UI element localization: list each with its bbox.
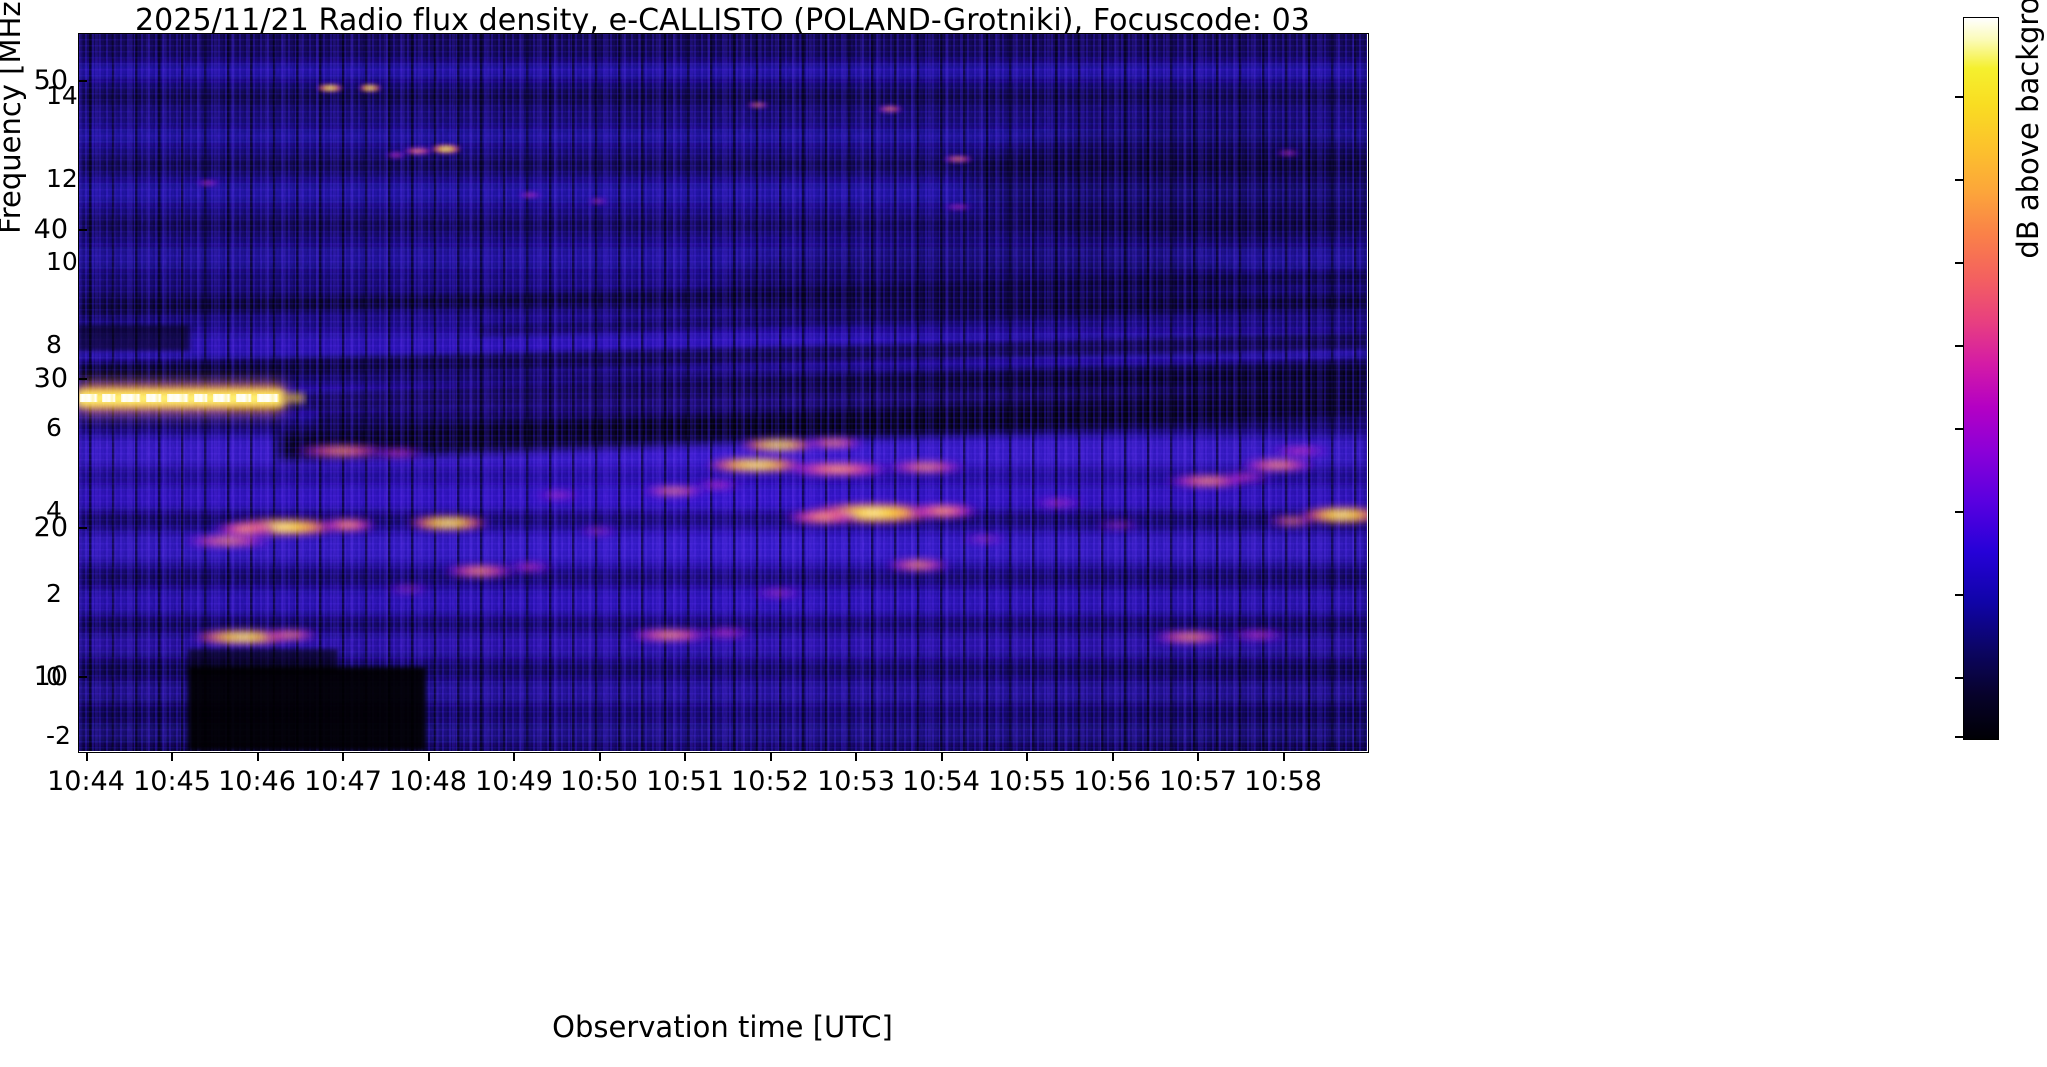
x-tick-label-1046: 10:46	[218, 766, 296, 797]
colorbar-label-2: 2	[46, 579, 62, 608]
x-tick-label-1056: 10:56	[1073, 766, 1151, 797]
colorbar-tick-10	[1955, 262, 1964, 264]
colorbar-label-4: 4	[46, 496, 62, 525]
x-tick-1053	[855, 752, 857, 761]
x-tick-label-1044: 10:44	[47, 766, 125, 797]
y-tick-30	[78, 378, 87, 380]
x-tick-label-1051: 10:51	[646, 766, 724, 797]
y-tick-50	[78, 80, 87, 82]
x-tick-1054	[941, 752, 943, 761]
y-tick-10	[78, 676, 87, 678]
x-tick-label-1047: 10:47	[304, 766, 382, 797]
x-tick-label-1057: 10:57	[1159, 766, 1237, 797]
y-tick-label-30: 30	[33, 363, 68, 394]
x-axis-label: Observation time [UTC]	[552, 1010, 893, 1044]
y-tick-label-10: 10	[33, 661, 68, 692]
colorbar[interactable]	[1955, 17, 1999, 740]
x-tick-label-1045: 10:45	[133, 766, 211, 797]
colorbar-tick-0	[1955, 677, 1964, 679]
x-tick-label-1052: 10:52	[731, 766, 809, 797]
colorbar-label-neg2: -2	[46, 721, 71, 750]
colorbar-tick-14	[1955, 96, 1964, 98]
x-tick-1046	[257, 752, 259, 761]
colorbar-tick-6	[1955, 428, 1964, 430]
x-tick-label-1054: 10:54	[902, 766, 980, 797]
x-tick-label-1049: 10:49	[475, 766, 553, 797]
x-tick-label-1048: 10:48	[389, 766, 467, 797]
x-tick-1052	[770, 752, 772, 761]
x-tick-1057	[1197, 752, 1199, 761]
y-tick-20	[78, 527, 87, 529]
colorbar-label-0: 0	[46, 662, 62, 691]
x-tick-label-1050: 10:50	[560, 766, 638, 797]
x-tick-label-1058: 10:58	[1244, 766, 1322, 797]
x-tick-1047	[342, 752, 344, 761]
y-axis-label: Frequency [MHz]	[0, 0, 27, 234]
x-tick-1050	[599, 752, 601, 761]
x-tick-1048	[428, 752, 430, 761]
y-tick-label-50: 50	[33, 65, 68, 96]
x-tick-label-1053: 10:53	[817, 766, 895, 797]
colorbar-label-14: 14	[46, 81, 78, 110]
colorbar-tick-8	[1955, 345, 1964, 347]
colorbar-tick-12	[1955, 179, 1964, 181]
x-tick-1044	[86, 752, 88, 761]
colorbar-label-10: 10	[46, 247, 78, 276]
colorbar-tick-neg2	[1955, 736, 1964, 738]
colorbar-label-6: 6	[46, 413, 62, 442]
x-tick-1045	[171, 752, 173, 761]
x-tick-1058	[1283, 752, 1285, 761]
x-tick-1051	[684, 752, 686, 761]
page-title: 2025/11/21 Radio flux density, e-CALLIST…	[134, 3, 1310, 38]
colorbar-tick-4	[1955, 511, 1964, 513]
x-tick-1055	[1026, 752, 1028, 761]
colorbar-label-8: 8	[46, 330, 62, 359]
x-tick-label-1055: 10:55	[988, 766, 1066, 797]
spectrogram-noise-layer	[78, 33, 1367, 751]
colorbar-axis-label: dB above background	[2011, 0, 2045, 259]
y-tick-label-40: 40	[33, 214, 68, 245]
colorbar-tick-2	[1955, 594, 1964, 596]
colorbar-label-12: 12	[46, 164, 78, 193]
x-tick-1049	[513, 752, 515, 761]
spectrogram-plot-area[interactable]	[78, 33, 1367, 751]
y-tick-label-20: 20	[33, 512, 68, 543]
y-tick-40	[78, 229, 87, 231]
x-tick-1056	[1112, 752, 1114, 761]
